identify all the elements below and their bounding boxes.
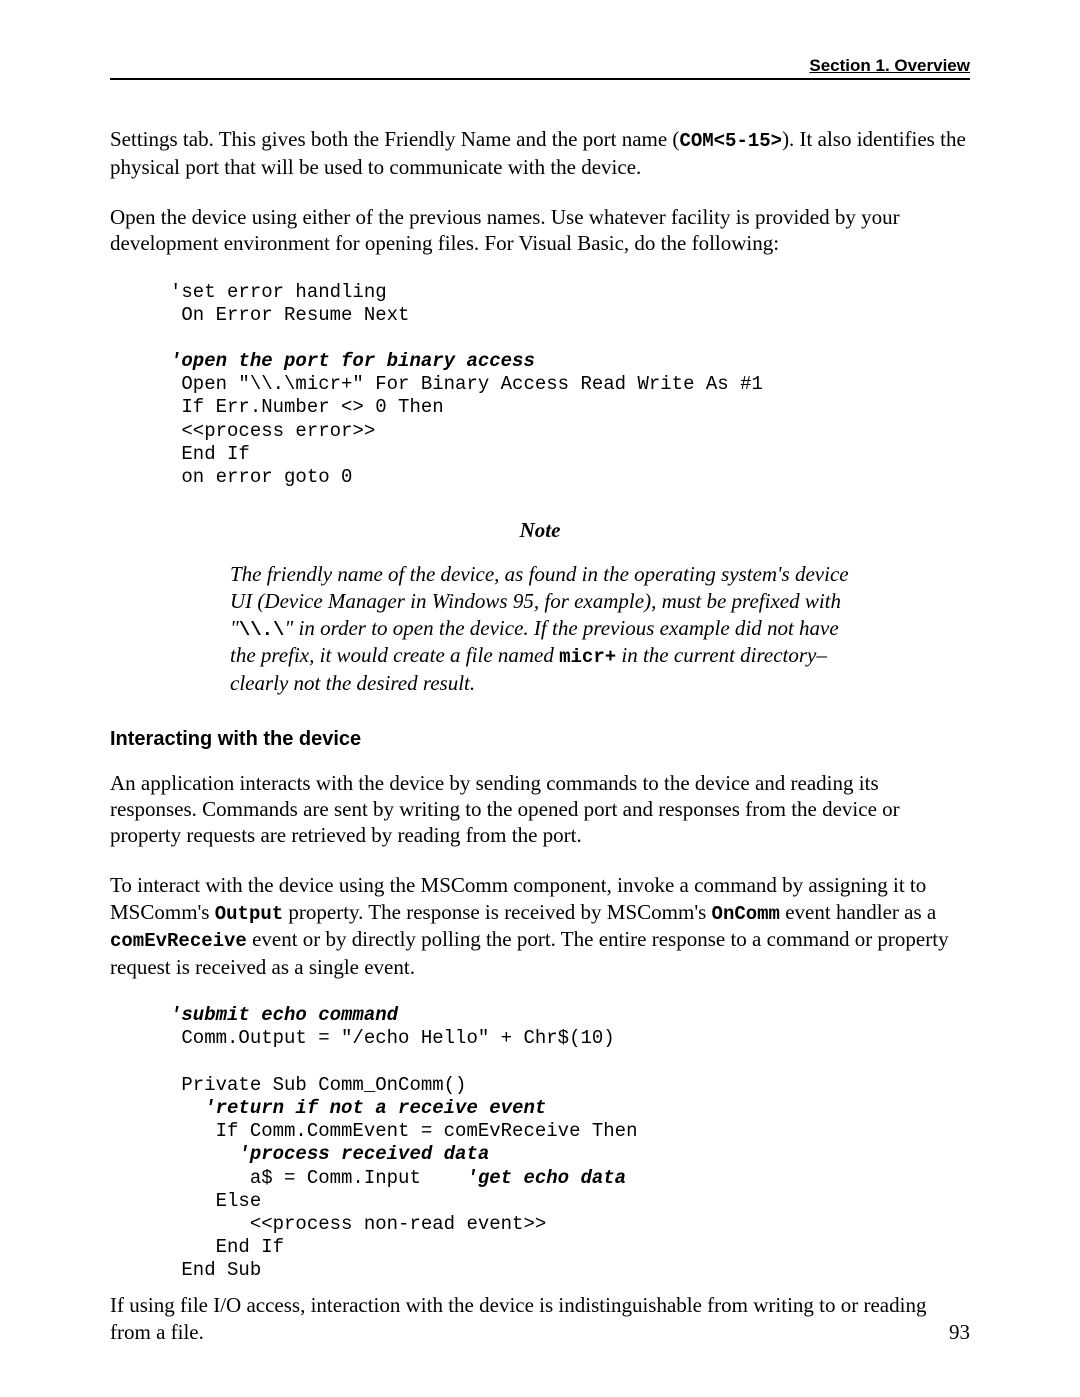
code2-l6a (170, 1143, 238, 1165)
paragraph-1: Settings tab. This gives both the Friend… (110, 126, 970, 180)
code2-l2: Comm.Output = "/echo Hello" + Chr$(10) (170, 1027, 615, 1049)
code1-l6: <<process error>> (170, 420, 375, 442)
paragraph-5: If using file I/O access, interaction wi… (110, 1292, 970, 1345)
p4-code-1: Output (215, 903, 283, 925)
code2-l7a: a$ = Comm.Input (170, 1167, 466, 1189)
code2-l7b: 'get echo data (466, 1167, 626, 1189)
code1-l8: on error goto 0 (170, 466, 352, 488)
code2-l9: <<process non-read event>> (170, 1213, 546, 1235)
code1-l2: On Error Resume Next (170, 304, 409, 326)
note-code-2: micr+ (559, 646, 616, 668)
code1-l7: End If (170, 443, 250, 465)
page-number: 93 (949, 1320, 970, 1345)
code2-l3: Private Sub Comm_OnComm() (170, 1074, 466, 1096)
p4-text-b: property. The response is received by MS… (283, 900, 711, 924)
code2-l11: End Sub (170, 1259, 261, 1281)
p4-text-c: event handler as a (780, 900, 936, 924)
paragraph-4: To interact with the device using the MS… (110, 872, 970, 980)
code1-l5: If Err.Number <> 0 Then (170, 396, 444, 418)
paragraph-2: Open the device using either of the prev… (110, 204, 970, 257)
code2-l1: 'submit echo command (170, 1004, 398, 1026)
note-body: The friendly name of the device, as foun… (230, 561, 850, 696)
code2-l6b: 'process received data (238, 1143, 489, 1165)
code1-l1: 'set error handling (170, 281, 387, 303)
note-heading: Note (110, 517, 970, 543)
code-block-1: 'set error handling On Error Resume Next… (170, 281, 970, 490)
p1-code: COM<5-15> (679, 130, 782, 152)
note-code-1: \\.\ (239, 619, 285, 641)
header-rule: Section 1. Overview (110, 58, 970, 80)
code2-l8: Else (170, 1190, 261, 1212)
document-page: Section 1. Overview Settings tab. This g… (0, 0, 1080, 1397)
code-block-2: 'submit echo command Comm.Output = "/ech… (170, 1004, 970, 1282)
body-content: Settings tab. This gives both the Friend… (110, 126, 970, 1345)
code1-l4: Open "\\.\micr+" For Binary Access Read … (170, 373, 763, 395)
code1-l3: 'open the port for binary access (170, 350, 535, 372)
code2-l4a (170, 1097, 204, 1119)
code2-l10: End If (170, 1236, 284, 1258)
p1-text-a: Settings tab. This gives both the Friend… (110, 127, 679, 151)
p4-code-3: comEvReceive (110, 930, 247, 952)
header-section-label: Section 1. Overview (809, 56, 970, 76)
p4-code-2: OnComm (712, 903, 780, 925)
code2-l5: If Comm.CommEvent = comEvReceive Then (170, 1120, 637, 1142)
section-heading-interacting: Interacting with the device (110, 727, 970, 752)
code2-l4b: 'return if not a receive event (204, 1097, 546, 1119)
paragraph-3: An application interacts with the device… (110, 770, 970, 849)
